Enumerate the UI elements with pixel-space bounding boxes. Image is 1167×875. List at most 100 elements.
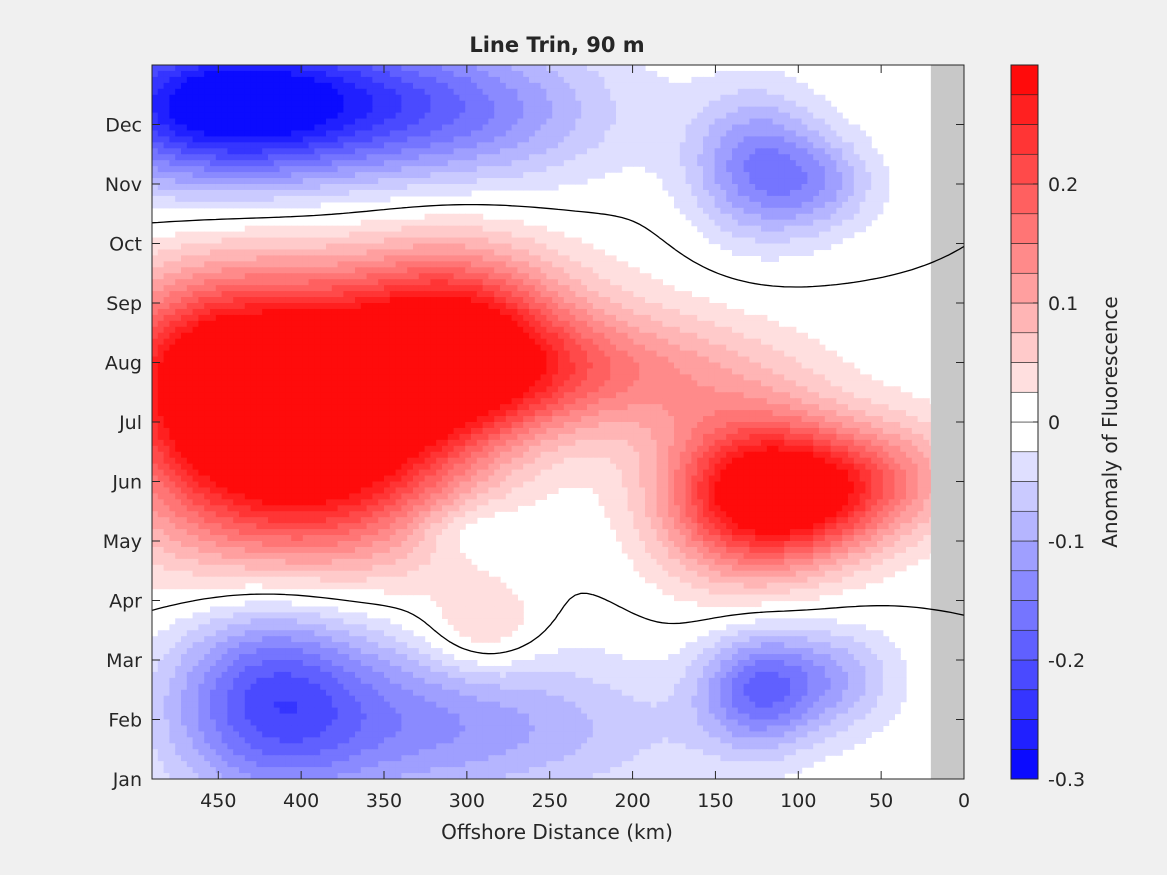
contour-cell — [494, 338, 501, 346]
contour-cell — [720, 70, 727, 78]
contour-cell — [645, 297, 652, 304]
contour-cell — [708, 88, 716, 96]
contour-cell — [465, 82, 472, 90]
contour-cell — [836, 189, 843, 197]
contour-cell — [476, 279, 484, 286]
contour-cell — [343, 297, 350, 304]
contour-cell — [192, 142, 199, 149]
contour-cell — [239, 118, 246, 126]
contour-cell — [749, 130, 756, 137]
contour-cell — [842, 136, 849, 143]
contour-cell — [749, 94, 756, 102]
contour-cell — [575, 332, 582, 340]
contour-cell — [558, 65, 565, 72]
contour-cell — [633, 148, 640, 155]
contour-cell — [465, 160, 472, 167]
contour-cell — [656, 154, 663, 161]
contour-cell — [308, 320, 315, 328]
contour-cell — [505, 320, 513, 328]
contour-cell — [476, 303, 484, 310]
contour-cell — [592, 65, 600, 72]
contour-cell — [708, 148, 716, 155]
contour-cell — [621, 332, 629, 340]
contour-cell — [239, 136, 246, 143]
contour-cell — [488, 65, 495, 72]
contour-cell — [436, 261, 443, 268]
contour-cell — [395, 184, 402, 191]
contour-cell — [175, 255, 182, 262]
contour-cell — [500, 154, 507, 161]
contour-cell — [401, 231, 408, 239]
contour-cell — [476, 350, 484, 358]
contour-cell — [418, 237, 426, 245]
contour-cell — [737, 350, 745, 358]
contour-cell — [813, 160, 820, 167]
contour-cell — [465, 130, 472, 137]
contour-cell — [778, 100, 785, 108]
contour-cell — [645, 124, 652, 132]
contour-cell — [575, 112, 582, 120]
contour-cell — [326, 273, 333, 280]
contour-cell — [459, 76, 466, 84]
contour-cell — [268, 136, 275, 143]
contour-cell — [755, 326, 762, 334]
contour-cell — [819, 207, 826, 215]
contour-cell — [221, 195, 228, 203]
contour-cell — [239, 189, 246, 197]
contour-cell — [639, 344, 646, 352]
contour-cell — [488, 148, 495, 155]
contour-cell — [244, 279, 252, 286]
contour-cell — [430, 326, 437, 334]
contour-cell — [500, 118, 507, 126]
contour-cell — [169, 279, 176, 286]
contour-cell — [761, 82, 768, 90]
contour-cell — [795, 213, 803, 221]
contour-cell — [447, 291, 455, 298]
contour-cell — [314, 160, 321, 167]
contour-cell — [639, 65, 646, 72]
contour-cell — [256, 308, 263, 316]
contour-cell — [314, 189, 321, 197]
contour-cell — [784, 243, 791, 251]
contour-cell — [372, 314, 379, 322]
contour-cell — [830, 189, 837, 197]
contour-cell — [175, 344, 182, 352]
contour-cell — [239, 184, 246, 191]
contour-cell — [685, 350, 692, 358]
contour-cell — [204, 65, 211, 72]
contour-cell — [494, 332, 501, 340]
contour-cell — [157, 142, 165, 149]
contour-cell — [337, 118, 344, 126]
contour-cell — [337, 261, 344, 268]
contour-cell — [639, 279, 646, 286]
contour-cell — [563, 350, 571, 358]
contour-cell — [650, 148, 658, 155]
contour-cell — [714, 225, 721, 233]
contour-cell — [743, 207, 750, 215]
contour-cell — [337, 106, 344, 114]
contour-cell — [569, 94, 576, 102]
contour-cell — [482, 303, 489, 310]
contour-cell — [732, 160, 739, 167]
contour-cell — [563, 70, 571, 78]
contour-cell — [511, 243, 518, 251]
contour-cell — [639, 106, 646, 114]
contour-cell — [355, 112, 362, 120]
contour-cell — [239, 82, 246, 90]
contour-cell — [244, 148, 252, 155]
contour-cell — [262, 285, 269, 292]
contour-cell — [743, 201, 750, 209]
contour-cell — [761, 124, 768, 132]
contour-cell — [163, 195, 170, 203]
contour-cell — [366, 195, 373, 203]
contour-cell — [795, 344, 803, 352]
contour-cell — [534, 314, 542, 322]
contour-cell — [256, 285, 263, 292]
contour-cell — [795, 118, 803, 126]
contour-cell — [511, 326, 518, 334]
contour-cell — [679, 326, 687, 334]
contour-cell — [482, 273, 489, 280]
contour-cell — [830, 166, 837, 173]
contour-cell — [714, 100, 721, 108]
contour-cell — [210, 112, 217, 120]
